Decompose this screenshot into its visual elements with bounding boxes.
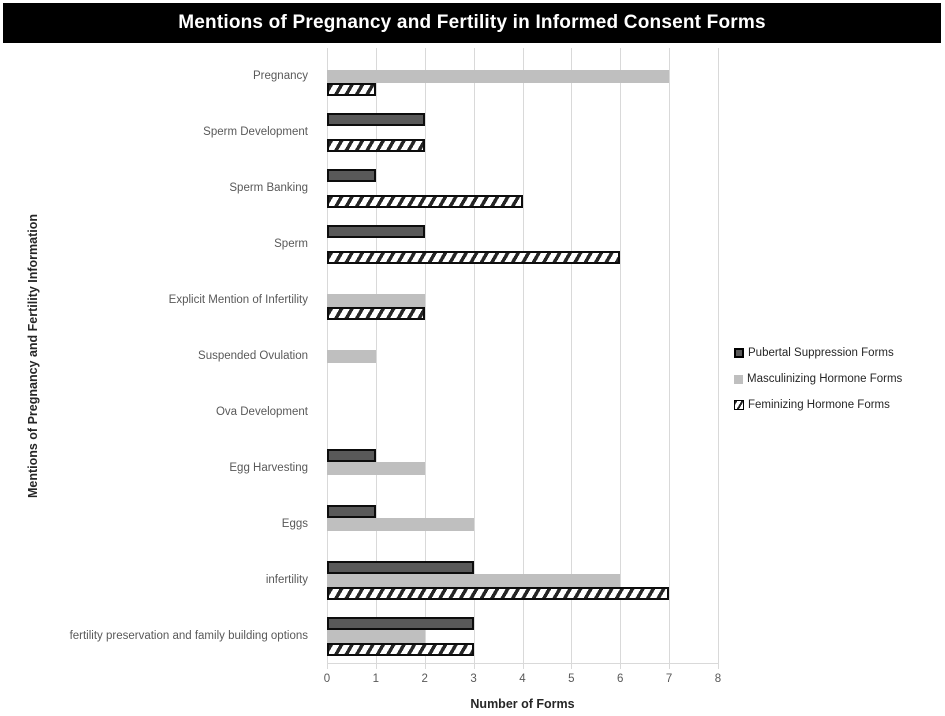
gridline xyxy=(522,48,524,664)
bar-group-sperm-banking xyxy=(327,160,718,216)
bar-pubertal-suppression-forms-eggs xyxy=(327,504,376,518)
gridline xyxy=(718,48,719,664)
legend-item-feminizing-hormone-forms: Feminizing Hormone Forms xyxy=(734,398,902,412)
plot-area xyxy=(327,48,719,669)
bar-feminizing-hormone-forms-fertility-preservation-and-family-building-options xyxy=(327,642,474,656)
category-label: Suspended Ovulation xyxy=(198,350,308,362)
gridline xyxy=(571,48,573,664)
x-axis-tick xyxy=(620,664,622,669)
bar-masculinizing-hormone-forms-suspended-ovulation xyxy=(327,349,376,363)
category-label: Explicit Mention of Infertility xyxy=(168,294,308,306)
legend-item-pubertal-suppression-forms: Pubertal Suppression Forms xyxy=(734,346,902,360)
chart-title: Mentions of Pregnancy and Fertility in I… xyxy=(178,12,766,33)
bar-masculinizing-hormone-forms-egg-harvesting xyxy=(327,461,425,475)
bar-feminizing-hormone-forms-explicit-mention-of-infertility xyxy=(327,306,425,320)
bar-masculinizing-hormone-forms-infertility xyxy=(327,573,620,587)
category-label: infertility xyxy=(265,574,308,586)
bar-feminizing-hormone-forms-sperm-development xyxy=(327,138,425,152)
category-label: Sperm Development xyxy=(203,126,308,138)
bar-feminizing-hormone-forms-sperm-banking xyxy=(327,194,523,208)
legend: Pubertal Suppression Forms Masculinizing … xyxy=(734,346,902,424)
x-axis-tick xyxy=(522,664,524,669)
category-axis: Pregnancy Sperm Development Sperm Banking S… xyxy=(0,48,318,664)
bar-group-suspended-ovulation xyxy=(327,328,718,384)
x-tick-label: 2 xyxy=(421,673,428,685)
x-axis-tick xyxy=(473,664,475,669)
bar-group-infertility xyxy=(327,552,718,608)
legend-marker-masculinizing-hormone-forms xyxy=(734,374,743,384)
x-axis-tick xyxy=(669,664,671,669)
bar-group-eggs xyxy=(327,496,718,552)
x-tick-label: 4 xyxy=(519,673,526,685)
x-tick-label: 7 xyxy=(665,673,673,685)
x-axis-line xyxy=(327,663,719,664)
category-label: Sperm xyxy=(274,238,308,250)
bar-feminizing-hormone-forms-pregnancy xyxy=(327,82,376,96)
x-axis-tick xyxy=(718,664,719,669)
bar-pubertal-suppression-forms-sperm-development xyxy=(327,112,425,126)
category-label: Pregnancy xyxy=(253,70,308,82)
bar-group-sperm xyxy=(327,216,718,272)
legend-label: Pubertal Suppression Forms xyxy=(748,347,894,359)
x-tick-label: 5 xyxy=(568,673,575,685)
x-tick-label: 0 xyxy=(323,673,331,685)
bar-pubertal-suppression-forms-egg-harvesting xyxy=(327,448,376,462)
category-label: Sperm Banking xyxy=(229,182,308,194)
legend-marker-feminizing-hormone-forms xyxy=(734,400,744,410)
bar-group-sperm-development xyxy=(327,104,718,160)
bar-masculinizing-hormone-forms-fertility-preservation-and-family-building-options xyxy=(327,629,425,643)
x-axis-title: Number of Forms xyxy=(470,697,575,711)
x-axis-tick xyxy=(327,664,328,669)
bar-group-fertility-preservation-and-family-building-options xyxy=(327,608,718,664)
chart-title-band: Mentions of Pregnancy and Fertility in I… xyxy=(3,3,941,43)
gridline xyxy=(620,48,622,664)
category-label: Ova Development xyxy=(215,406,308,418)
x-axis-tick xyxy=(571,664,573,669)
x-tick-label: 8 xyxy=(714,673,722,685)
x-tick-label: 1 xyxy=(372,673,380,685)
x-axis-tick xyxy=(375,664,377,669)
gridline xyxy=(424,48,426,664)
gridline xyxy=(473,48,475,664)
bar-group-explicit-mention-of-infertility xyxy=(327,272,718,328)
gridline xyxy=(669,48,671,664)
category-label: Eggs xyxy=(281,518,308,530)
bar-pubertal-suppression-forms-sperm xyxy=(327,224,425,238)
bar-group-egg-harvesting xyxy=(327,440,718,496)
x-axis-tick xyxy=(424,664,426,669)
gridline xyxy=(375,48,377,664)
bar-masculinizing-hormone-forms-explicit-mention-of-infertility xyxy=(327,293,425,307)
legend-label: Feminizing Hormone Forms xyxy=(748,399,890,411)
bar-group-ova-development xyxy=(327,384,718,440)
legend-item-masculinizing-hormone-forms: Masculinizing Hormone Forms xyxy=(734,372,902,386)
legend-marker-pubertal-suppression-forms xyxy=(734,348,744,358)
category-label: fertility preservation and family buildi… xyxy=(69,630,308,642)
bar-masculinizing-hormone-forms-pregnancy xyxy=(327,69,669,83)
x-tick-label: 6 xyxy=(617,673,624,685)
bar-pubertal-suppression-forms-infertility xyxy=(327,560,474,574)
bar-pubertal-suppression-forms-fertility-preservation-and-family-building-options xyxy=(327,616,474,630)
bar-pubertal-suppression-forms-sperm-banking xyxy=(327,168,376,182)
legend-label: Masculinizing Hormone Forms xyxy=(747,373,903,385)
bar-group-pregnancy xyxy=(327,48,718,104)
category-label: Egg Harvesting xyxy=(229,462,308,474)
bar-masculinizing-hormone-forms-eggs xyxy=(327,517,474,531)
bar-feminizing-hormone-forms-sperm xyxy=(327,250,620,264)
x-tick-label: 3 xyxy=(470,673,477,685)
bar-feminizing-hormone-forms-infertility xyxy=(327,586,669,600)
